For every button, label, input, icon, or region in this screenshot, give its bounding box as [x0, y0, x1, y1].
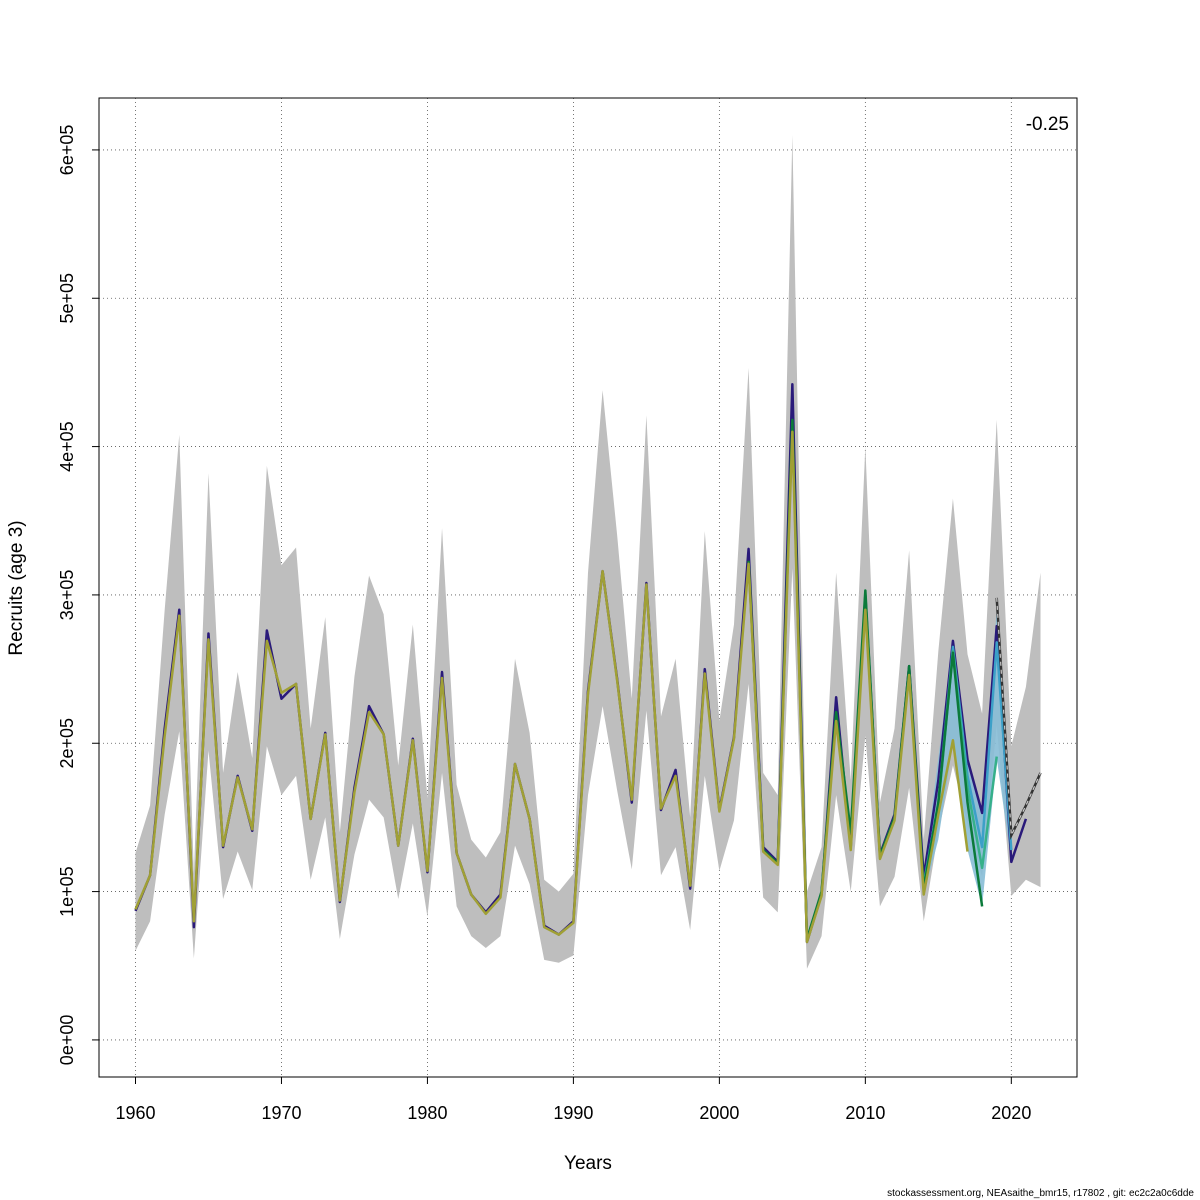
y-axis: 0e+00 1e+05 2e+05 3e+05 4e+05 5e+05 6e+05 [57, 125, 100, 1066]
y-tick-label-6: 6e+05 [57, 125, 77, 176]
x-tick-label-1970: 1970 [261, 1103, 301, 1123]
x-tick-label-2000: 2000 [699, 1103, 739, 1123]
footer-credit: stockassessment.org, NEAsaithe_bmr15, r1… [887, 1188, 1194, 1199]
y-axis-title: Recruits (age 3) [6, 520, 27, 655]
y-tick-label-2: 2e+05 [57, 718, 77, 769]
x-axis-title: Years [564, 1153, 612, 1174]
x-tick-label-1980: 1980 [407, 1103, 447, 1123]
y-tick-label-1: 1e+05 [57, 866, 77, 917]
annotation-rho: -0.25 [1026, 114, 1069, 135]
x-axis: 1960 1970 1980 1990 2000 2010 2020 [115, 1076, 1031, 1123]
series-line-retro-4 [134, 430, 969, 944]
x-tick-label-2020: 2020 [991, 1103, 1031, 1123]
y-tick-label-4: 4e+05 [57, 421, 77, 472]
y-tick-label-0: 0e+00 [57, 1015, 77, 1066]
x-tick-label-2010: 2010 [845, 1103, 885, 1123]
x-tick-label-1960: 1960 [115, 1103, 155, 1123]
x-tick-label-1990: 1990 [553, 1103, 593, 1123]
y-tick-label-5: 5e+05 [57, 273, 77, 324]
confidence-band [135, 135, 1041, 969]
series-lines [134, 383, 1042, 944]
forecast-line-dash [996, 597, 1042, 838]
y-tick-label-3: 3e+05 [57, 570, 77, 621]
